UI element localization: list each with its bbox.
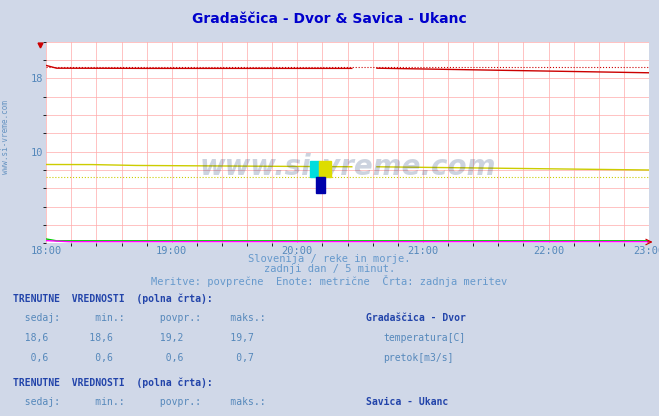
Text: www.si-vreme.com: www.si-vreme.com (200, 153, 496, 181)
Text: TRENUTNE  VREDNOSTI  (polna črta):: TRENUTNE VREDNOSTI (polna črta): (13, 377, 213, 388)
Text: TRENUTNE  VREDNOSTI  (polna črta):: TRENUTNE VREDNOSTI (polna črta): (13, 293, 213, 304)
Text: www.si-vreme.com: www.si-vreme.com (1, 100, 10, 174)
Text: 18,6       18,6        19,2        19,7: 18,6 18,6 19,2 19,7 (13, 333, 254, 343)
Text: pretok[m3/s]: pretok[m3/s] (384, 353, 454, 363)
Text: Gradaščica - Dvor & Savica - Ukanc: Gradaščica - Dvor & Savica - Ukanc (192, 12, 467, 26)
Text: temperatura[C]: temperatura[C] (384, 333, 466, 343)
Polygon shape (316, 177, 325, 193)
Text: Meritve: povprečne  Enote: metrične  Črta: zadnja meritev: Meritve: povprečne Enote: metrične Črta:… (152, 275, 507, 287)
Text: Slovenija / reke in morje.: Slovenija / reke in morje. (248, 254, 411, 264)
Polygon shape (320, 161, 331, 177)
Text: sedaj:      min.:      povpr.:     maks.:: sedaj: min.: povpr.: maks.: (13, 397, 266, 407)
Text: 0,6        0,6         0,6         0,7: 0,6 0,6 0,6 0,7 (13, 353, 254, 363)
Text: zadnji dan / 5 minut.: zadnji dan / 5 minut. (264, 264, 395, 274)
Polygon shape (310, 161, 320, 177)
Text: Savica - Ukanc: Savica - Ukanc (366, 397, 448, 407)
Text: Gradaščica - Dvor: Gradaščica - Dvor (366, 313, 466, 323)
Text: sedaj:      min.:      povpr.:     maks.:: sedaj: min.: povpr.: maks.: (13, 313, 266, 323)
